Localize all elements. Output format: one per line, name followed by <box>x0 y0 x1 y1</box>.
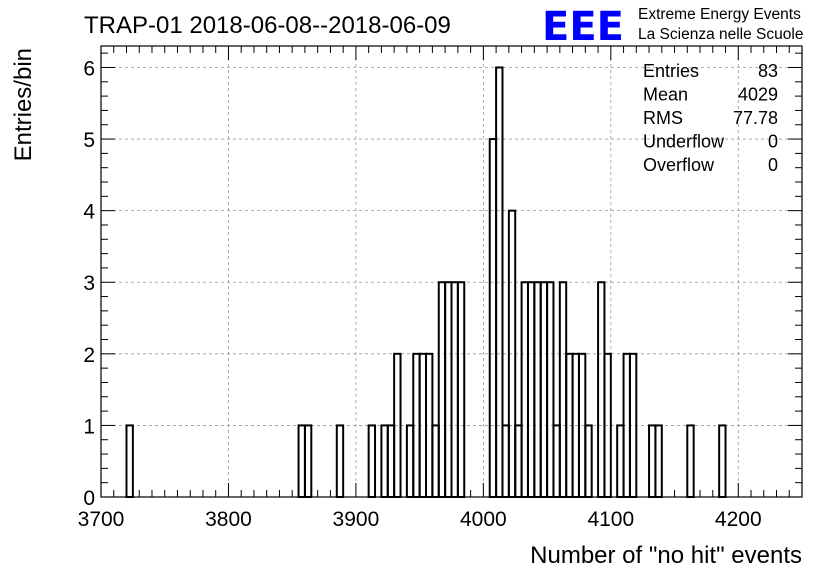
x-tick-label: 3900 <box>333 508 380 531</box>
stats-value: 77.78 <box>733 108 778 128</box>
x-tick-label: 3800 <box>205 508 252 531</box>
histogram-bin <box>303 424 313 498</box>
axis-ticks <box>100 46 803 498</box>
y-tick-label: 2 <box>83 344 95 367</box>
chart-title: TRAP-01 2018-06-08--2018-06-09 <box>84 12 451 39</box>
stats-value: 0 <box>768 132 778 152</box>
y-axis-title: Entries/bin <box>10 48 37 161</box>
y-tick-label: 4 <box>83 201 95 224</box>
histogram-bin <box>584 424 593 498</box>
histogram-bin <box>686 424 695 498</box>
logo-line-2: La Scienza nelle Scuole <box>638 26 803 43</box>
stats-label: Overflow <box>643 155 715 175</box>
y-tick-label: 0 <box>83 487 95 510</box>
y-tick-label: 5 <box>83 129 95 152</box>
x-tick-label: 3700 <box>78 508 125 531</box>
histogram-bin <box>335 424 345 498</box>
plot-frame <box>100 45 803 498</box>
x-tick-label: 4100 <box>587 508 634 531</box>
y-tick-label: 6 <box>83 57 95 80</box>
logo-line-1: Extreme Energy Events <box>638 6 801 23</box>
x-tick-label: 4200 <box>715 508 762 531</box>
statistics-box: Entries 83 Mean 4029 RMS 77.78 Underflow 0 Overf… <box>643 61 778 175</box>
stats-value: 83 <box>758 61 778 81</box>
histogram-bin <box>125 424 134 498</box>
histogram-bin <box>456 281 466 498</box>
histogram-bin <box>628 352 638 499</box>
y-tick-label: 1 <box>83 415 95 438</box>
histogram-bin <box>718 424 727 498</box>
x-tick-label: 4000 <box>460 508 507 531</box>
histogram-bin <box>367 424 377 498</box>
histogram-bin <box>654 424 663 498</box>
stats-label: Mean <box>643 85 688 105</box>
logo-mark: EEE <box>542 4 624 50</box>
stats-value: 0 <box>768 155 778 175</box>
y-tick-label: 3 <box>83 272 95 295</box>
x-axis-title: Number of "no hit" events <box>530 542 802 569</box>
stats-label: Underflow <box>643 132 725 152</box>
stats-value: 4029 <box>738 85 778 105</box>
eee-logo: EEE Extreme Energy Events La Scienza nel… <box>542 4 803 50</box>
stats-label: Entries <box>643 61 699 81</box>
tick-labels: 3700 3800 3900 4000 4100 4200 0 1 2 3 4 5 6 <box>78 57 762 531</box>
stats-label: RMS <box>643 108 683 128</box>
